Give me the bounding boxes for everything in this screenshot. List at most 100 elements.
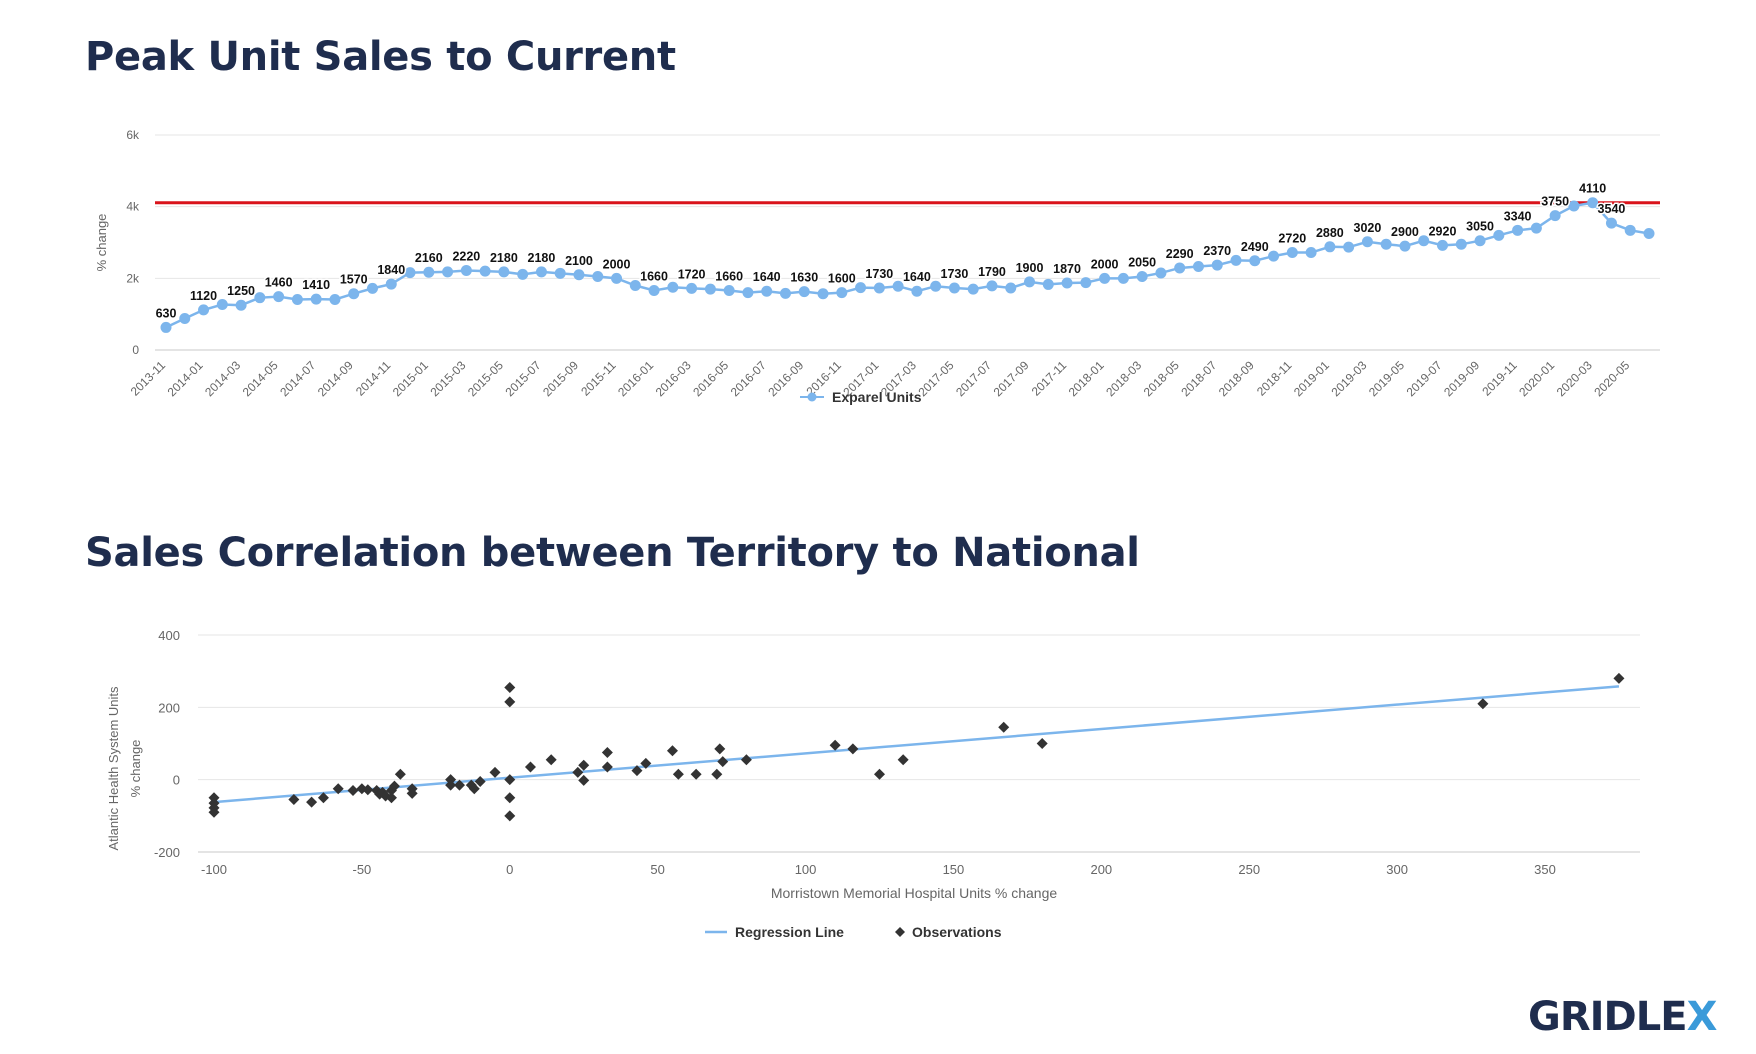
data-labels: 630 1120 1250 1460 1410 1570 1840 2160 2220 2180 2…: [154, 180, 1627, 322]
observation-point: [714, 743, 726, 755]
observation-point: [362, 784, 374, 796]
observation-point: [504, 681, 516, 693]
x-tick-label: 250: [1238, 862, 1260, 877]
x-tick-label: 0: [506, 862, 513, 877]
observation-point: [332, 783, 344, 795]
x-tick-label: 2019-09: [1441, 358, 1482, 399]
bottom-chart-title: Sales Correlation between Territory to N…: [85, 530, 1140, 576]
data-point: [573, 269, 585, 281]
data-label: 1250: [227, 284, 255, 298]
x-tick-label: 2014-01: [165, 358, 206, 399]
x-tick-label: 2016-07: [728, 358, 769, 399]
data-point: [817, 288, 829, 300]
data-point: [1512, 224, 1524, 236]
observation-point: [572, 766, 584, 778]
x-tick-label: 2020-03: [1554, 358, 1595, 399]
data-point: [629, 280, 641, 291]
data-label: 1460: [265, 276, 293, 290]
data-point: [1061, 277, 1073, 289]
x-tick-label: 2017-07: [953, 358, 994, 399]
observation-point: [829, 739, 841, 751]
observation-markers: [208, 672, 1625, 822]
data-label: 2720: [1278, 232, 1306, 246]
data-point: [1042, 278, 1054, 290]
legend[interactable]: Regression Line Observations: [705, 924, 1002, 940]
x-tick-label: 2015-07: [503, 358, 544, 399]
x-tick-label: 2018-11: [1254, 358, 1295, 399]
x-tick-label: 2014-03: [202, 358, 243, 399]
data-point: [1343, 241, 1355, 253]
data-point: [873, 282, 885, 294]
observation-point: [377, 786, 389, 798]
x-tick-label: 2020-01: [1516, 358, 1557, 399]
series-markers: [160, 197, 1655, 333]
data-point: [160, 321, 172, 333]
y-tick-label: 0: [173, 773, 180, 788]
data-point: [1305, 247, 1317, 259]
data-point: [1211, 259, 1223, 271]
x-tick-label: 2014-05: [240, 358, 281, 399]
observation-point: [394, 768, 406, 780]
legend[interactable]: Exparel Units: [800, 389, 922, 405]
data-label: 1730: [865, 267, 893, 281]
x-tick-label: 2018-05: [1141, 358, 1182, 399]
x-tick-label: 2015-05: [465, 358, 506, 399]
data-label: 2880: [1316, 226, 1344, 240]
data-point: [1474, 235, 1486, 247]
observation-point: [740, 754, 752, 766]
data-point: [273, 291, 285, 303]
data-label: 1840: [377, 263, 405, 277]
data-point: [742, 287, 754, 299]
data-point: [1080, 277, 1092, 289]
data-point: [498, 266, 510, 278]
data-label: 2000: [1091, 257, 1119, 271]
y-gridlines: [155, 134, 1660, 351]
data-point: [1455, 238, 1467, 250]
observation-point: [578, 759, 590, 771]
data-point: [1174, 262, 1186, 274]
observation-point: [504, 792, 516, 804]
observation-point: [998, 721, 1010, 733]
y-axis-label-line: Atlantic Health System Units: [106, 686, 121, 851]
data-point: [348, 288, 360, 300]
x-tick-label: 2013-11: [128, 358, 169, 399]
data-label: 2000: [603, 257, 631, 271]
legend-label: Exparel Units: [832, 389, 922, 405]
data-point: [1286, 247, 1298, 259]
observation-point: [489, 766, 501, 778]
x-tick-label: 2015-11: [578, 358, 619, 399]
data-point: [1230, 254, 1242, 266]
regression-line: [213, 685, 1620, 804]
x-tick-label: -50: [352, 862, 371, 877]
x-tick-label: 2018-03: [1103, 358, 1144, 399]
data-point: [1192, 261, 1204, 273]
x-tick-label: 2019-11: [1479, 358, 1520, 399]
data-label: 1120: [190, 289, 217, 303]
x-tick-label: 2014-11: [353, 358, 394, 399]
observation-point: [666, 745, 678, 757]
data-point: [1605, 217, 1617, 229]
data-point: [761, 285, 773, 297]
data-label: 2370: [1203, 244, 1231, 258]
observation-point: [1613, 672, 1625, 684]
observation-point: [453, 779, 465, 791]
data-label: 3020: [1354, 221, 1382, 235]
y-tick-label: 200: [158, 700, 180, 715]
observation-point: [465, 779, 477, 791]
x-tick-label: 2017-09: [991, 358, 1032, 399]
data-label: 3540: [1598, 202, 1626, 216]
y-tick-label: -200: [154, 845, 180, 860]
data-point: [911, 285, 923, 297]
data-point: [1437, 239, 1449, 251]
data-label: 2050: [1128, 256, 1156, 270]
x-tick-label: 2018-09: [1216, 358, 1257, 399]
data-label: 1730: [941, 267, 969, 281]
data-point: [855, 282, 867, 294]
data-point: [967, 283, 979, 295]
data-point: [1568, 200, 1580, 212]
legend-swatch-marker: [807, 392, 817, 402]
data-point: [1324, 241, 1336, 253]
data-point: [1418, 235, 1430, 247]
y-tick-label: 4k: [126, 200, 140, 214]
